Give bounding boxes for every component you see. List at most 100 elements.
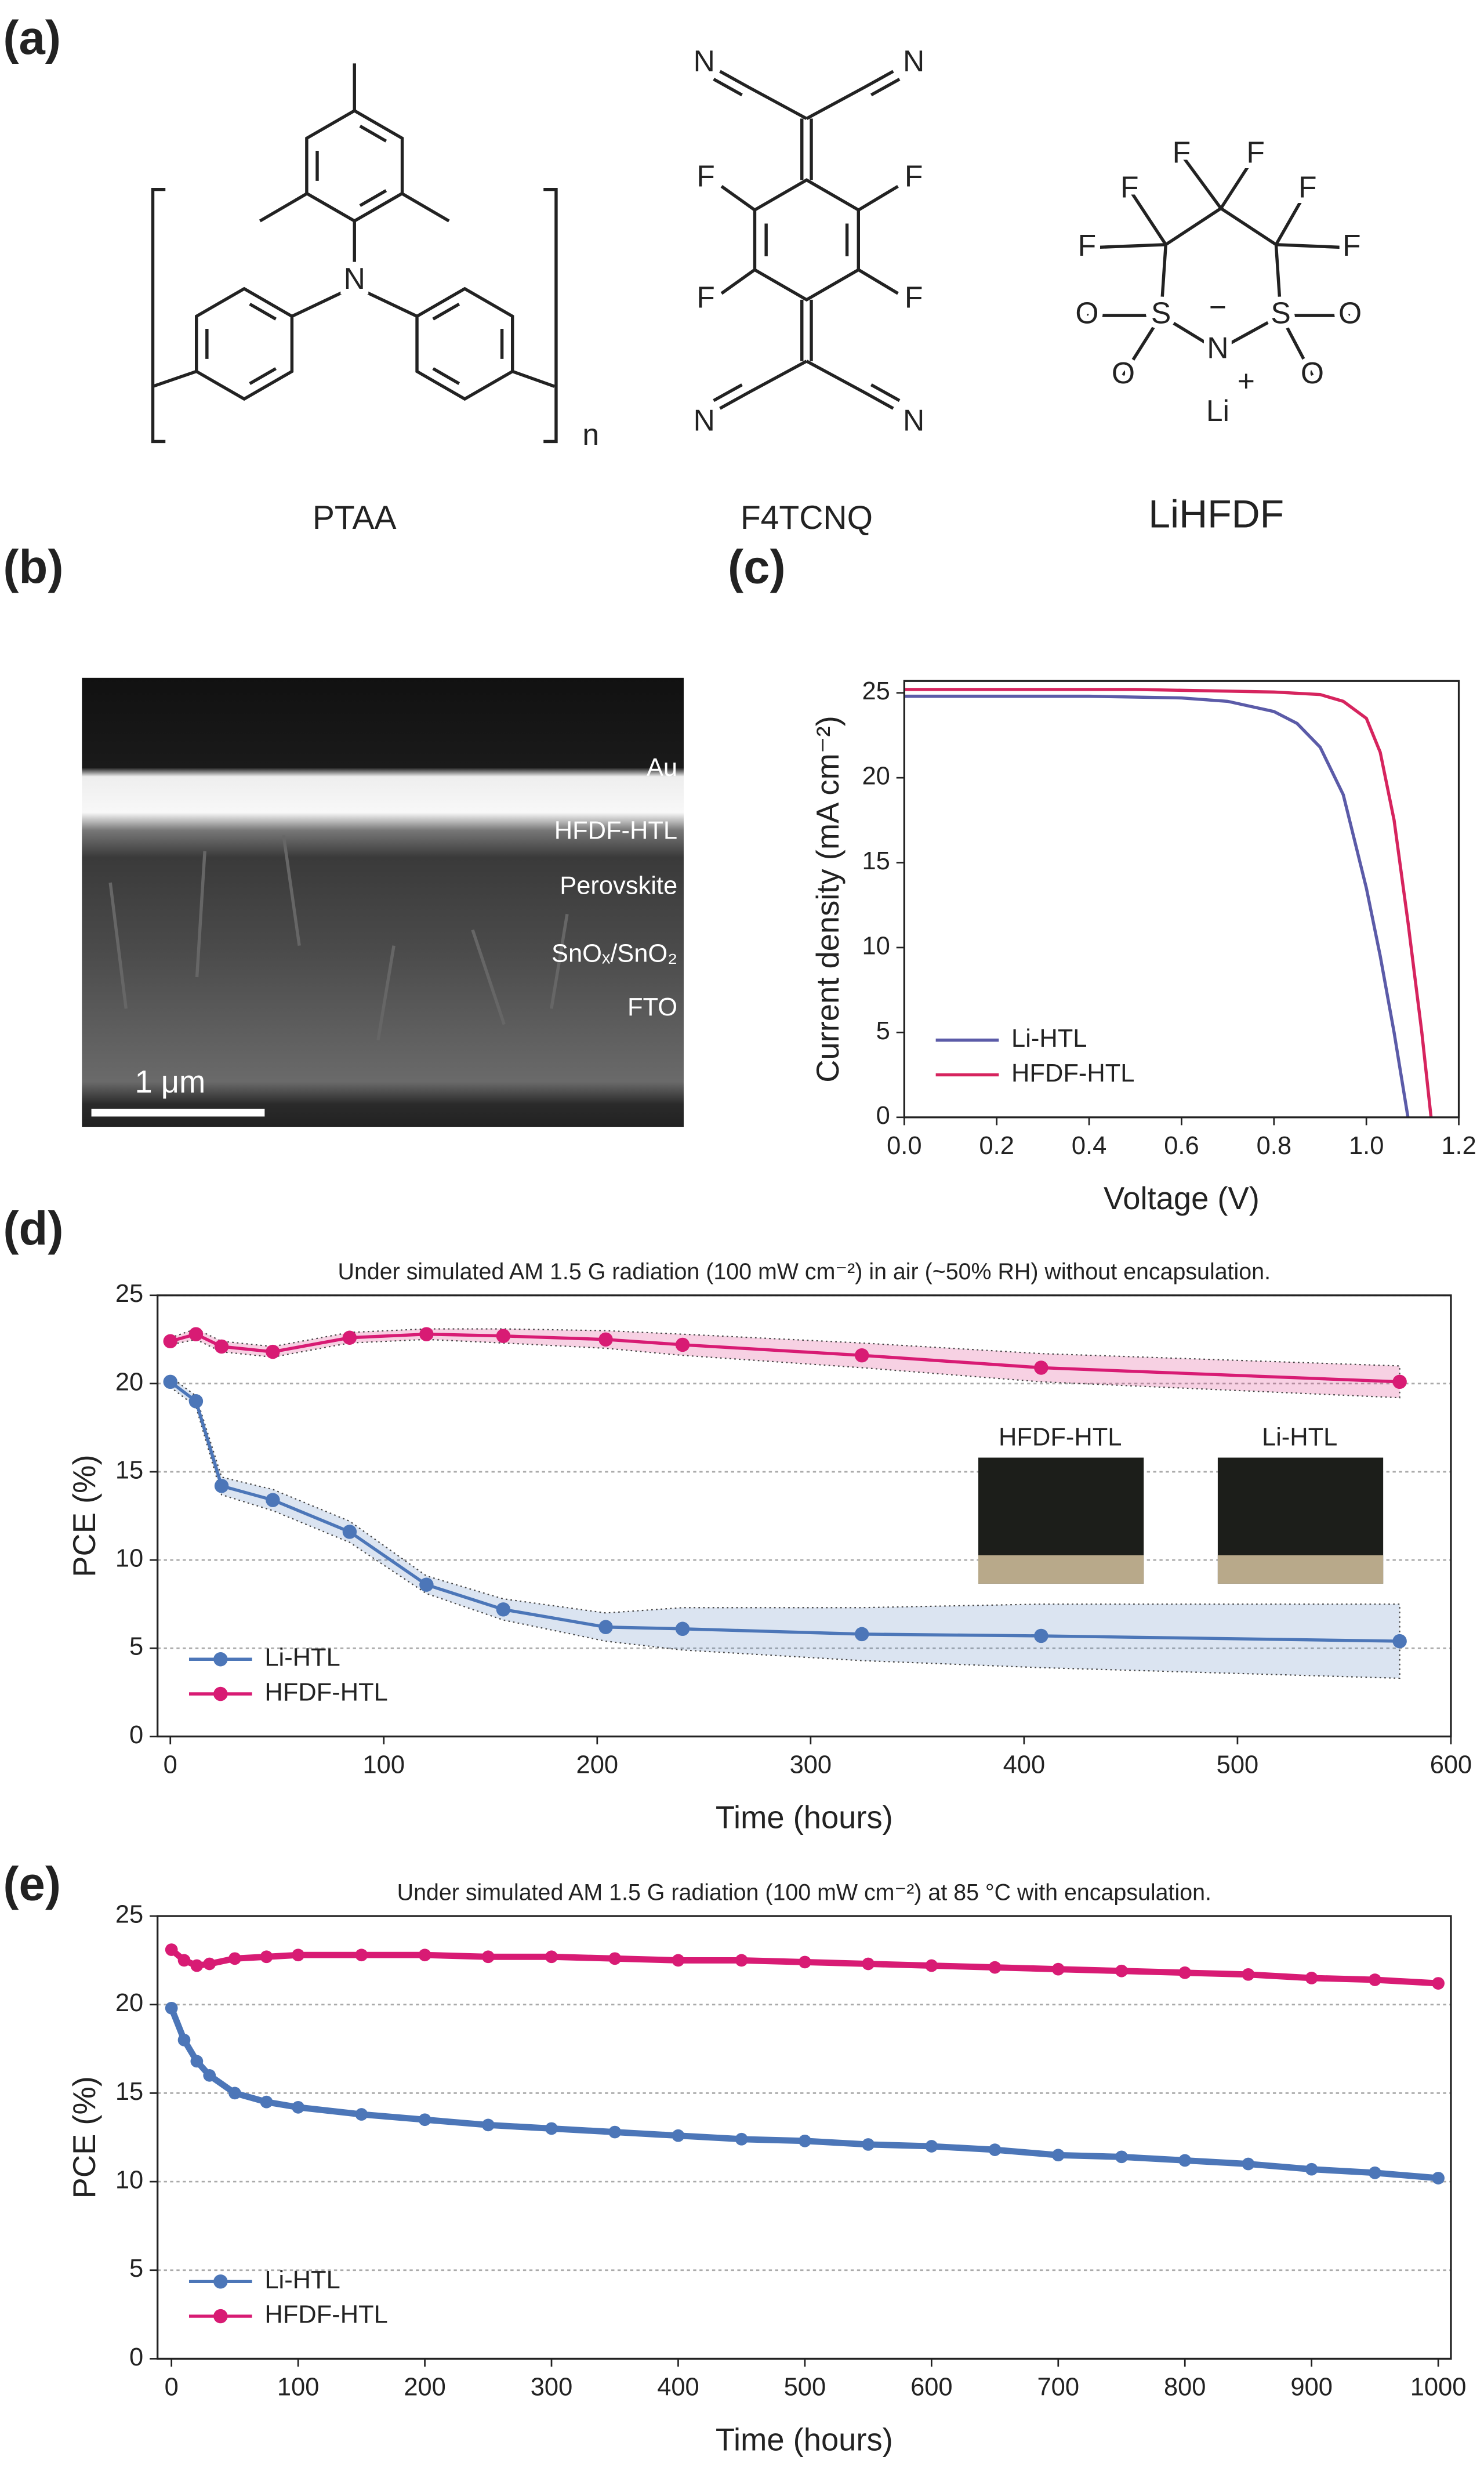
data-point xyxy=(260,1950,273,1964)
x-tick-label: 800 xyxy=(1164,2374,1206,2401)
series-line xyxy=(169,1380,1400,1643)
data-point xyxy=(228,2087,241,2100)
x-axis-label: Voltage (V) xyxy=(1104,1181,1260,1216)
data-point xyxy=(545,2122,558,2135)
data-point xyxy=(1178,1966,1192,1979)
f4tcnq-bonds xyxy=(713,70,901,410)
data-point xyxy=(598,1620,613,1634)
atom-label: O xyxy=(1112,356,1135,390)
data-point xyxy=(799,2134,811,2147)
legend-label: Li-HTL xyxy=(264,2266,340,2294)
data-point xyxy=(1115,1964,1128,1977)
data-point xyxy=(203,2069,216,2082)
y-tick-label: 25 xyxy=(115,1280,143,1308)
data-point xyxy=(608,1952,622,1965)
data-point xyxy=(1034,1628,1048,1643)
x-tick-label: 400 xyxy=(1003,1751,1046,1779)
data-point xyxy=(675,1337,690,1352)
atom-label: O xyxy=(1075,296,1098,330)
y-tick-label: 15 xyxy=(115,1456,143,1484)
atom-label: F xyxy=(1343,228,1361,262)
y-tick-label: 10 xyxy=(115,1545,143,1573)
data-point xyxy=(735,2132,748,2146)
y-tick-label: 10 xyxy=(115,2167,143,2194)
y-tick-label: 5 xyxy=(876,1017,890,1045)
y-tick-label: 15 xyxy=(115,2078,143,2106)
legend-marker xyxy=(213,2274,228,2289)
data-point xyxy=(342,1330,357,1345)
y-tick-label: 25 xyxy=(115,1901,143,1929)
double-bond xyxy=(249,302,277,321)
atom-label: F xyxy=(696,281,715,314)
sem-image xyxy=(82,677,684,1127)
x-axis-label: Time (hours) xyxy=(716,1800,893,1835)
data-point xyxy=(1305,1972,1318,1984)
x-tick-label: 700 xyxy=(1037,2374,1080,2401)
x-tick-label: 600 xyxy=(910,2374,953,2401)
micrograph xyxy=(82,677,684,1127)
data-point xyxy=(854,1348,869,1363)
x-tick-label: 1.0 xyxy=(1349,1132,1384,1160)
double-bond xyxy=(359,125,387,143)
data-point xyxy=(1242,2157,1255,2171)
atom-label: F xyxy=(905,159,923,193)
atom-label: F xyxy=(1078,228,1097,262)
data-point xyxy=(1432,1977,1445,1990)
data-point xyxy=(214,1479,229,1493)
x-tick-label: 1000 xyxy=(1410,2374,1467,2401)
data-point xyxy=(418,1949,431,1962)
data-point xyxy=(608,2125,622,2139)
data-point xyxy=(355,2108,368,2121)
panel-label: (e) xyxy=(3,1858,61,1911)
scale-bar-label: 1 μm xyxy=(135,1064,205,1100)
x-axis-label: Time (hours) xyxy=(716,2422,893,2458)
y-tick-label: 0 xyxy=(129,2343,143,2371)
data-point xyxy=(735,1954,748,1967)
layer-label: FTO xyxy=(627,993,677,1021)
data-point xyxy=(342,1525,357,1539)
inset-label: Li-HTL xyxy=(1262,1423,1337,1451)
panel-label: (a) xyxy=(3,12,61,64)
y-tick-label: 5 xyxy=(129,2255,143,2283)
data-point xyxy=(163,1374,177,1389)
atom-label: N xyxy=(1207,331,1228,364)
data-point xyxy=(988,2143,1002,2156)
plot-frame xyxy=(157,1915,1452,2360)
data-point xyxy=(177,2033,191,2047)
x-tick-label: 100 xyxy=(277,2374,320,2401)
ring xyxy=(753,178,860,302)
x-tick-label: 600 xyxy=(1430,1751,1472,1779)
legend-label: HFDF-HTL xyxy=(1011,1059,1134,1087)
data-point xyxy=(292,2100,304,2114)
x-tick-label: 200 xyxy=(404,2374,446,2401)
data-point xyxy=(1242,1968,1255,1981)
data-point xyxy=(1369,2166,1381,2179)
data-point xyxy=(1369,1973,1381,1986)
data-point xyxy=(1178,2154,1192,2167)
data-point xyxy=(496,1329,511,1343)
x-tick-label: 0.4 xyxy=(1072,1132,1106,1160)
data-point xyxy=(481,1950,495,1964)
data-point xyxy=(1392,1374,1407,1389)
atom-label: N xyxy=(694,403,715,437)
data-point xyxy=(862,2138,875,2151)
data-point xyxy=(165,2001,178,2015)
atom-label: + xyxy=(1238,364,1255,397)
y-tick-label: 20 xyxy=(115,1368,143,1396)
layer-label: SnOₓ/SnO₂ xyxy=(551,939,677,967)
data-point xyxy=(355,1949,368,1962)
legend-label: Li-HTL xyxy=(264,1644,340,1672)
x-tick-label: 0.2 xyxy=(979,1132,1014,1160)
data-point xyxy=(1115,2150,1128,2164)
atom-label: F xyxy=(1246,136,1265,169)
y-tick-label: 20 xyxy=(115,1989,143,2017)
data-point xyxy=(228,1952,241,1965)
y-tick-label: 15 xyxy=(862,847,890,875)
structure-name: LiHFDF xyxy=(1148,493,1284,536)
atom-label: F xyxy=(696,159,715,193)
data-point xyxy=(214,1339,229,1354)
y-tick-label: 0 xyxy=(129,1721,143,1749)
data-point xyxy=(260,2095,273,2109)
legend-label: Li-HTL xyxy=(1011,1025,1087,1053)
